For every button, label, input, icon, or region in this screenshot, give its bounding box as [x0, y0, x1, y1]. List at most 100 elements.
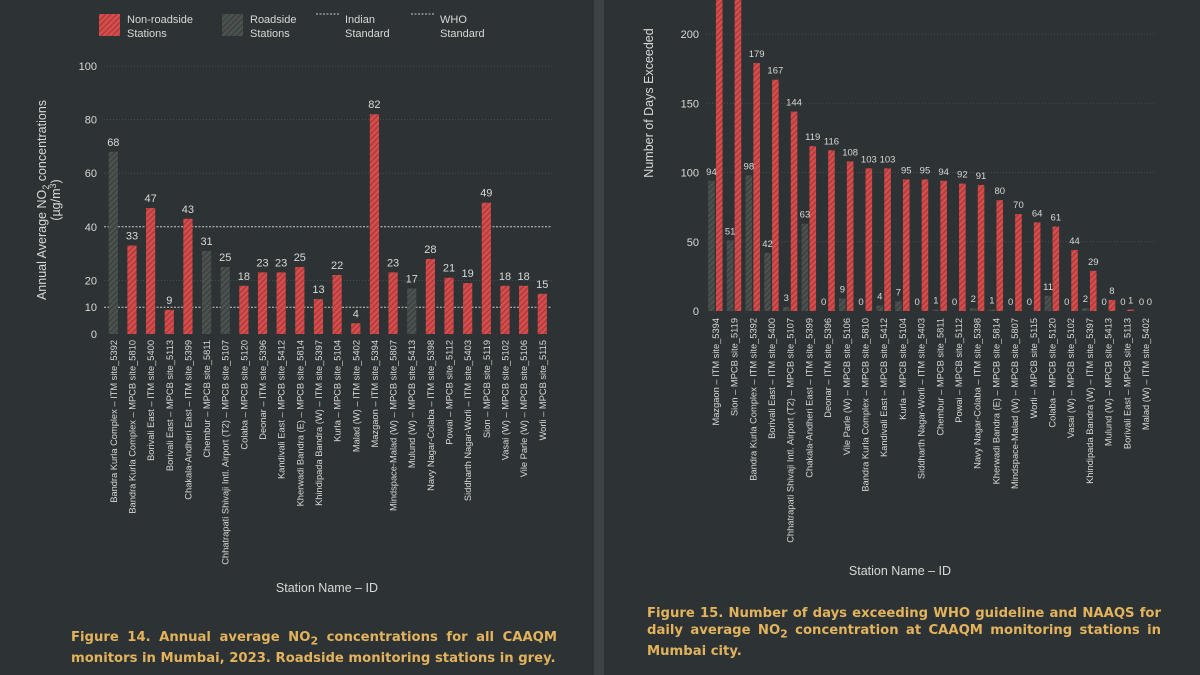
data-label-red: 103: [861, 154, 877, 165]
x-tick-label: Bandra Kurla Complex – MPCB site_5810: [127, 340, 137, 514]
data-label-grey: 0: [1064, 297, 1069, 308]
y-axis-label: Number of Days Exceeded: [642, 28, 656, 177]
data-label-grey: 9: [840, 285, 845, 296]
bar: [444, 277, 454, 334]
data-label-red: 0: [1147, 297, 1152, 308]
data-label-red: 94: [938, 167, 949, 178]
caption-rest: concentrations for all CAAQM monitors in…: [71, 630, 557, 666]
x-tick-label: Chembur – MPCB site_5811: [935, 318, 945, 436]
data-label-grey: 0: [1120, 297, 1125, 308]
bar: [276, 272, 286, 334]
x-tick-label: Vasai (W) – MPCB site_5102: [1066, 318, 1076, 438]
x-tick-label: Colaba – MPCB site_5120: [1047, 318, 1057, 428]
bar: [313, 299, 324, 334]
data-label-grey: 0: [1027, 297, 1032, 308]
x-tick-label: Kandivali East – MPCB site_5412: [879, 318, 889, 457]
x-tick-label: Kurla – MPCB site_5104: [333, 340, 343, 442]
data-label-red: 119: [805, 132, 820, 143]
bar: [164, 309, 174, 334]
bar: [295, 267, 305, 334]
bar-grey: [969, 308, 977, 311]
bar: [201, 250, 212, 334]
caption-title: Figure 14. Annual average NO: [71, 630, 311, 645]
legend-label: WHO: [440, 14, 467, 26]
x-tick-label: Mulund (W) – MPCB site_5413: [1104, 318, 1114, 446]
bar-red: [846, 161, 854, 311]
bar: [369, 114, 380, 335]
bar: [127, 245, 137, 334]
data-label-red: 108: [842, 147, 858, 158]
data-label: 17: [406, 273, 418, 285]
y-tick-label: 80: [85, 115, 97, 127]
bar-red: [1108, 299, 1116, 311]
data-label-red: 91: [976, 171, 987, 182]
x-tick-label: Deonar – ITM site_5396: [823, 318, 833, 418]
bar: [537, 293, 547, 334]
data-label-grey: 7: [896, 287, 901, 298]
legend-item: WHO Standard: [411, 13, 485, 40]
x-tick-label: Chhatrapati Shivaji Intl. Airport (T2) –…: [221, 340, 231, 565]
bar: [388, 272, 398, 334]
x-tick-label: Navy Nagar-Colaba – ITM site_5398: [426, 340, 436, 491]
legend-swatch-icon: [99, 14, 120, 36]
data-label-grey: 0: [821, 297, 826, 308]
y-tick-label: 200: [681, 29, 699, 41]
bar-red: [715, 0, 723, 311]
x-tick-label: Powai – MPCB site_5112: [445, 340, 455, 445]
legend-label: Standard: [345, 28, 390, 40]
x-tick-label: Khindipada Bandra (W) – ITM site_5397: [1085, 318, 1095, 484]
data-label-red: 61: [1051, 213, 1062, 224]
data-label-red: 144: [786, 98, 802, 109]
x-tick-label: Siddharth Nagar-Worli – ITM site_5403: [917, 318, 927, 479]
data-label-red: 80: [994, 186, 1005, 197]
bar: [407, 288, 417, 334]
data-label-grey: 2: [1083, 294, 1088, 305]
legend-label: Roadside: [250, 14, 296, 26]
data-label-grey: 0: [952, 297, 957, 308]
bar-grey: [1044, 295, 1052, 311]
x-tick-label: Colaba – MPCB site_5120: [239, 340, 249, 450]
x-tick-label: Kurla – MPCB site_5104: [898, 318, 908, 420]
data-label: 25: [294, 252, 306, 264]
figure-15-panel: 0 50 100 150 200 Number of Days Exceeded 94 Maz…: [604, 0, 1200, 675]
bar-red: [734, 0, 742, 311]
bar: [183, 218, 193, 334]
data-label-grey: 3: [784, 293, 789, 304]
bar-red: [1071, 250, 1078, 311]
x-axis-label: Station Name – ID: [849, 564, 951, 578]
bar-red: [902, 179, 910, 311]
x-tick-label: Borivali East – ITM site_5400: [767, 318, 777, 439]
bar-grey: [764, 252, 771, 311]
legend-label: Stations: [127, 28, 167, 40]
data-label-red: 44: [1069, 236, 1080, 247]
x-tick-label: Bandra Kurla Complex – MPCB site_5810: [860, 318, 870, 492]
y-tick-label: 20: [85, 275, 97, 287]
x-tick-label: Worli – MPCB site_5115: [538, 340, 548, 440]
figure-15-caption: Figure 15. Number of days exceeding WHO …: [647, 605, 1161, 660]
legend-swatch-icon: [222, 14, 243, 36]
x-tick-label: Vile Parle (W) – MPCB site_5106: [842, 318, 852, 455]
bar: [108, 151, 118, 334]
x-tick-label: Powai – MPCB site_5112: [954, 318, 964, 423]
data-label-red: 1: [1128, 296, 1133, 307]
y-tick-label: 0: [91, 329, 97, 341]
data-label-grey: 42: [762, 239, 773, 250]
data-label-red: 92: [957, 170, 968, 181]
data-label-red: 64: [1032, 208, 1043, 219]
data-label: 9: [166, 295, 172, 307]
data-label: 25: [219, 252, 231, 264]
x-tick-label: Vasai (W) – MPCB site_5102: [500, 340, 510, 460]
data-label: 47: [145, 193, 157, 205]
bar-red: [809, 146, 817, 311]
bar-grey: [782, 306, 790, 311]
x-tick-label: Worli – MPCB site_5115: [1029, 318, 1039, 418]
data-label-grey: 1: [933, 296, 938, 307]
data-label: 23: [387, 257, 399, 269]
figure-14-chart: Non-roadside Stations Roadside Stations Indi…: [35, 13, 552, 595]
bar-red: [977, 184, 985, 311]
bar-grey: [839, 298, 846, 311]
x-tick-label: Borivali East – MPCB site_5113: [165, 340, 175, 471]
bar: [463, 283, 473, 334]
data-label-red: 70: [1013, 200, 1024, 211]
data-label-grey: 4: [877, 291, 882, 302]
